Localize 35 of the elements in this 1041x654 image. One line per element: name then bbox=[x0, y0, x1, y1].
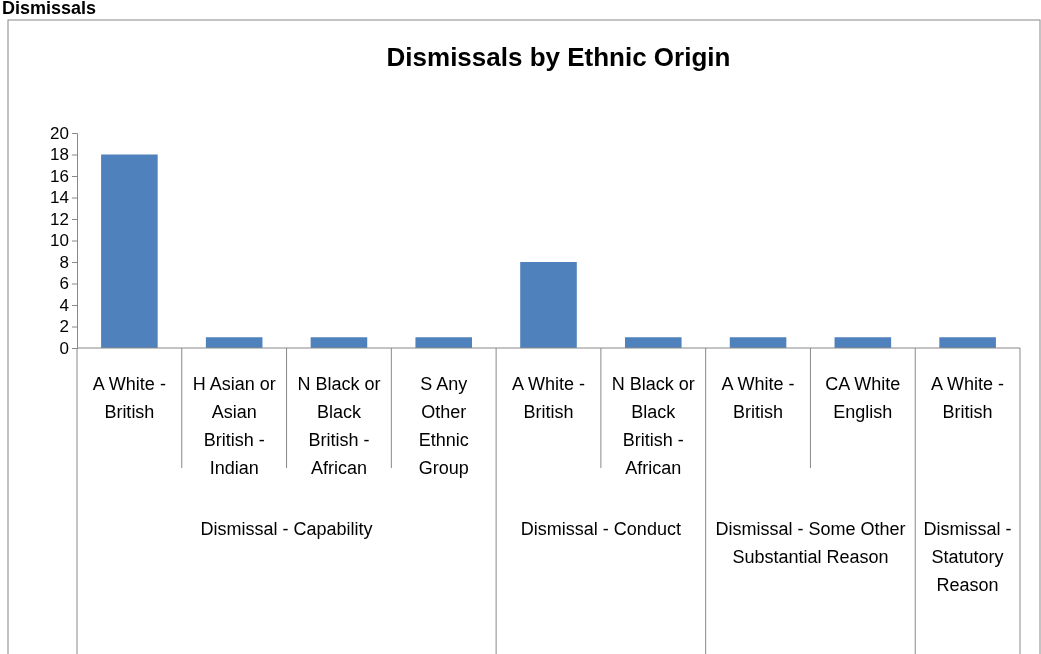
bar bbox=[310, 337, 368, 348]
text: Dismissal - Statutory Reason bbox=[923, 519, 1012, 595]
x-tick-label: H Asian or Asian British - Indian bbox=[192, 374, 276, 478]
x-tick-label: A White - British bbox=[931, 374, 1005, 422]
x-tick-label: CA White English bbox=[825, 374, 901, 422]
bar bbox=[834, 337, 892, 348]
bar bbox=[415, 337, 473, 348]
y-tick-label: 4 bbox=[59, 295, 69, 315]
x-tick-label: A White - British bbox=[721, 374, 795, 422]
y-tick-label: 0 bbox=[59, 338, 69, 358]
bar bbox=[624, 337, 682, 348]
y-tick-label: 16 bbox=[50, 166, 69, 186]
y-tick-label: 10 bbox=[50, 231, 69, 251]
bar bbox=[101, 154, 158, 348]
text: Dismissal - Some Other Substantial Reason bbox=[715, 519, 906, 567]
bar bbox=[205, 337, 263, 348]
y-tick-label: 8 bbox=[59, 252, 69, 272]
x-tick-label: N Black or Black British - African bbox=[611, 374, 695, 478]
bar bbox=[520, 262, 577, 348]
text: Dismissal - Capability bbox=[200, 519, 373, 539]
x-tick-label: S Any Other Ethnic Group bbox=[418, 374, 469, 478]
bar bbox=[939, 337, 996, 348]
x-tick-label: A White - British bbox=[92, 374, 166, 422]
x-tick-label: N Black or Black British - African bbox=[297, 374, 381, 478]
text: Dismissal - Conduct bbox=[520, 519, 681, 539]
bar bbox=[729, 337, 787, 348]
y-tick-label: 12 bbox=[50, 209, 69, 229]
chart-title: Dismissals by Ethnic Origin bbox=[386, 42, 731, 72]
y-tick-label: 2 bbox=[59, 317, 69, 337]
y-tick-label: 18 bbox=[50, 145, 69, 165]
y-tick-label: 6 bbox=[59, 274, 69, 294]
x-tick-label: A White - British bbox=[511, 374, 586, 422]
y-tick-label: 14 bbox=[50, 188, 69, 208]
y-tick-label: 20 bbox=[50, 123, 69, 143]
text: Dismissals bbox=[2, 0, 97, 18]
